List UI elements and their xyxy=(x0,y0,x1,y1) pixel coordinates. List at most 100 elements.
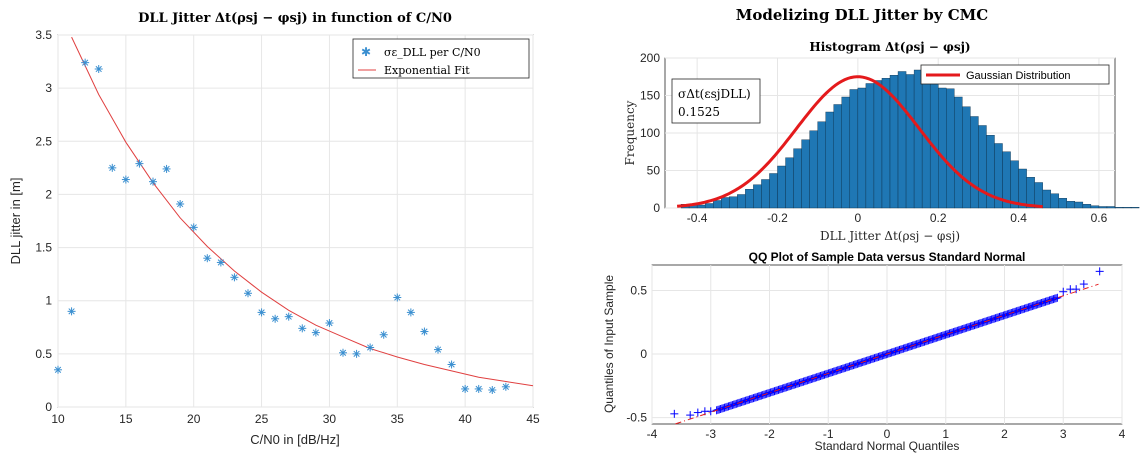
qq-x-tick: 4 xyxy=(1119,427,1126,441)
histogram-y-tick-labels: 0 50 100 150 200 xyxy=(640,51,660,215)
legend-entry-fit: Exponential Fit xyxy=(384,64,470,77)
left-x-tick: 35 xyxy=(391,412,405,426)
jitter-point xyxy=(474,384,483,393)
jitter-point xyxy=(257,308,266,317)
qq-x-tick: 3 xyxy=(1060,427,1067,441)
left-x-tick: 10 xyxy=(51,412,65,426)
qq-x-tick: -4 xyxy=(647,427,658,441)
qq-point xyxy=(1079,280,1088,289)
histogram-bar xyxy=(1026,177,1035,209)
qq-title: QQ Plot of Sample Data versus Standard N… xyxy=(749,250,1026,264)
left-y-tick: 0 xyxy=(45,400,52,414)
legend-entry-points: σε_DLL per C/N0 xyxy=(384,46,481,59)
hist-x-tick: 0.2 xyxy=(930,211,947,225)
left-x-tick-labels: 10 15 20 25 30 35 40 45 xyxy=(51,412,540,426)
sigma-annotation-box xyxy=(671,78,761,124)
qq-x-tick-labels: -4 -3 -2 -1 0 1 2 3 4 xyxy=(647,427,1126,441)
jitter-point xyxy=(434,345,442,354)
histogram-bar xyxy=(809,130,818,209)
jitter-point xyxy=(135,159,144,168)
histogram-title: Histogram Δt(ρsj − φsj) xyxy=(809,40,970,54)
sigma-annotation-label: σΔt(εsjDLL) xyxy=(678,87,751,101)
histogram-legend: Gaussian Distribution xyxy=(920,64,1110,85)
qq-x-tick: 1 xyxy=(942,427,949,441)
exponential-fit-path xyxy=(71,36,534,387)
histogram-bar xyxy=(696,204,706,209)
jitter-point xyxy=(162,164,171,173)
jitter-point xyxy=(216,258,225,267)
qq-point xyxy=(1059,287,1068,296)
jitter-point xyxy=(379,330,388,339)
left-y-tick-labels: 0 0.5 1 1.5 2 2.5 3 3.5 xyxy=(35,28,52,414)
right-suptitle: Modelizing DLL Jitter by CMC xyxy=(736,6,988,24)
histogram-bar xyxy=(849,89,859,209)
left-legend: ✱ σε_DLL per C/N0 Exponential Fit xyxy=(352,38,530,79)
hist-y-tick: 0 xyxy=(653,201,660,215)
qq-x-tick: -1 xyxy=(823,427,834,441)
jitter-point xyxy=(94,65,103,74)
jitter-point xyxy=(447,360,456,369)
qq-point xyxy=(693,408,702,417)
left-y-axis-label: DLL jitter in [m] xyxy=(8,178,23,265)
histogram-bar xyxy=(761,179,770,209)
histogram-bar xyxy=(841,96,851,209)
histogram-bar xyxy=(704,203,714,209)
qq-reference-line xyxy=(675,283,1099,425)
histogram-bar xyxy=(833,104,842,209)
histogram-bar xyxy=(753,184,762,209)
histogram-bar xyxy=(954,96,963,209)
qq-point xyxy=(1095,267,1104,276)
jitter-point xyxy=(311,328,320,337)
jitter-point xyxy=(488,385,497,394)
qq-x-axis-label: Standard Normal Quantiles xyxy=(815,439,960,453)
left-x-tick: 25 xyxy=(255,412,269,426)
jitter-point xyxy=(393,293,402,302)
histogram-bar xyxy=(721,197,730,209)
jitter-point xyxy=(176,199,185,208)
histogram-bar xyxy=(881,78,891,209)
histogram-bar xyxy=(1082,204,1092,209)
qq-x-tick: 0 xyxy=(884,427,891,441)
histogram-bar xyxy=(1074,201,1084,209)
histogram-bar xyxy=(801,139,810,209)
qq-y-tick-labels: -0.5 0 0.5 xyxy=(626,283,647,424)
histogram-bar xyxy=(970,116,979,209)
histogram-bar xyxy=(1050,193,1059,209)
histogram-bar xyxy=(745,189,754,209)
hist-y-tick: 100 xyxy=(640,126,660,140)
qq-y-tick: 0 xyxy=(640,347,647,361)
histogram-bar xyxy=(769,173,778,209)
left-plot-area xyxy=(57,34,534,408)
histogram-bar xyxy=(978,125,987,209)
left-y-tick: 1 xyxy=(45,294,52,308)
jitter-point xyxy=(189,223,198,232)
hist-x-tick: 0 xyxy=(855,211,862,225)
histogram-bar xyxy=(793,148,802,209)
jitter-point xyxy=(352,349,361,358)
dll-jitter-chart: 10 15 20 25 30 35 40 45 0 0.5 1 1.5 2 2.5 3 3.5 DLL Ji… xyxy=(8,11,540,447)
qq-y-axis-label: Quantiles of Input Sample xyxy=(602,275,616,413)
histogram-bar xyxy=(713,200,722,209)
jitter-point xyxy=(230,273,239,282)
jitter-point xyxy=(325,319,334,328)
jitter-point xyxy=(149,177,157,186)
jitter-points xyxy=(54,58,510,394)
histogram-bar xyxy=(897,71,907,209)
jitter-point xyxy=(54,365,62,374)
jitter-point xyxy=(81,58,90,67)
qq-point xyxy=(670,409,679,418)
jitter-point xyxy=(406,308,415,317)
jitter-point xyxy=(461,384,470,393)
histogram-bar xyxy=(1122,207,1132,209)
jitter-point xyxy=(244,289,252,298)
histogram-bar xyxy=(1114,207,1124,209)
histogram-bar xyxy=(865,83,875,209)
qq-x-tick: 2 xyxy=(1001,427,1008,441)
histogram-bar xyxy=(1090,205,1100,209)
left-x-tick: 15 xyxy=(119,412,133,426)
legend-entry-gaussian: Gaussian Distribution xyxy=(966,70,1071,82)
left-y-tick: 0.5 xyxy=(35,347,52,361)
histogram-bar xyxy=(1018,168,1027,209)
histogram-bar xyxy=(1130,207,1140,209)
hist-x-tick: 0.6 xyxy=(1091,211,1108,225)
